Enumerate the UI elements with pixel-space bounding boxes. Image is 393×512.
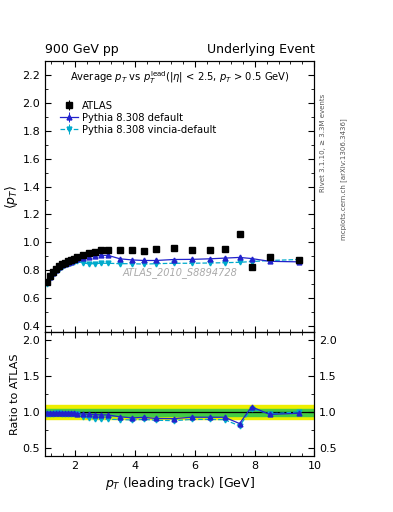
Y-axis label: $\langle p_T \rangle$: $\langle p_T \rangle$ xyxy=(3,185,20,209)
Text: 900 GeV pp: 900 GeV pp xyxy=(45,43,119,56)
Text: Underlying Event: Underlying Event xyxy=(207,43,314,56)
Y-axis label: Ratio to ATLAS: Ratio to ATLAS xyxy=(10,353,20,435)
Text: mcplots.cern.ch [arXiv:1306.3436]: mcplots.cern.ch [arXiv:1306.3436] xyxy=(340,118,347,240)
Bar xyxy=(45,405,314,419)
Text: Average $p_T$ vs $p_T^{\rm lead}$(|$\eta$| < 2.5, $p_T$ > 0.5 GeV): Average $p_T$ vs $p_T^{\rm lead}$(|$\eta… xyxy=(70,70,290,87)
Bar xyxy=(45,409,314,416)
X-axis label: $p_T$ (leading track) [GeV]: $p_T$ (leading track) [GeV] xyxy=(105,475,255,492)
Legend: ATLAS, Pythia 8.308 default, Pythia 8.308 vincia-default: ATLAS, Pythia 8.308 default, Pythia 8.30… xyxy=(58,99,219,137)
Text: Rivet 3.1.10, ≥ 3.3M events: Rivet 3.1.10, ≥ 3.3M events xyxy=(320,94,326,193)
Text: ATLAS_2010_S8894728: ATLAS_2010_S8894728 xyxy=(122,267,237,279)
